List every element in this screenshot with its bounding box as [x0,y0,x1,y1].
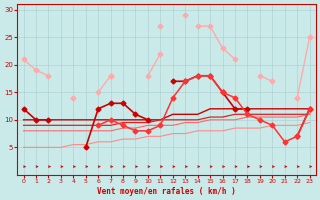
X-axis label: Vent moyen/en rafales ( km/h ): Vent moyen/en rafales ( km/h ) [97,187,236,196]
